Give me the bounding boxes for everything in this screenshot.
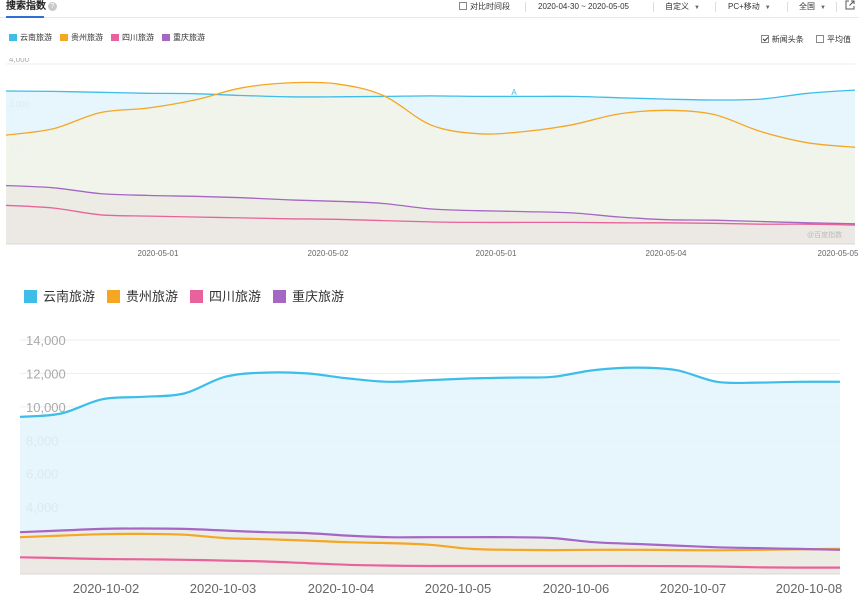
legend-item[interactable]: 重庆旅游 xyxy=(273,289,344,305)
checkbox-icon xyxy=(816,35,824,43)
chart1-svg: 4,0003,0002,0002020-05-012020-05-022020-… xyxy=(5,58,859,258)
average-checkbox[interactable]: 平均值 xyxy=(816,35,851,44)
x-tick-label: 2020-10-03 xyxy=(190,581,257,596)
device-dropdown[interactable]: PC+移动 ▼ xyxy=(728,2,771,13)
custom-range-dropdown[interactable]: 自定义 ▼ xyxy=(665,2,700,13)
region-label: 全国 xyxy=(799,2,815,11)
y-tick-label: 4,000 xyxy=(9,58,30,64)
x-tick-label: 2020-10-08 xyxy=(776,581,843,596)
date-range-picker[interactable]: 2020-04-30 ~ 2020-05-05 xyxy=(538,2,629,11)
legend-swatch xyxy=(111,34,119,41)
x-tick-label: 2020-10-07 xyxy=(660,581,727,596)
chart2-legend: 云南旅游 贵州旅游 四川旅游 重庆旅游 xyxy=(24,289,356,305)
average-label: 平均值 xyxy=(827,35,851,44)
series-line xyxy=(19,532,841,552)
legend-item[interactable]: 贵州旅游 xyxy=(107,289,178,305)
legend-swatch xyxy=(273,290,287,303)
legend-swatch xyxy=(107,290,121,303)
legend-label: 四川旅游 xyxy=(209,289,262,304)
series-line xyxy=(19,556,841,569)
region-dropdown[interactable]: 全国 ▼ xyxy=(799,2,826,13)
news-headlines-label: 新闻头条 xyxy=(771,35,804,44)
legend-swatch xyxy=(60,34,68,41)
y-tick-label: 12,000 xyxy=(26,366,66,381)
x-tick-label: 2020-10-02 xyxy=(73,581,140,596)
y-tick-label: 14,000 xyxy=(26,333,66,348)
x-tick-label: 2020-10-05 xyxy=(425,581,492,596)
external-link-icon[interactable] xyxy=(845,0,855,13)
divider xyxy=(653,2,654,12)
y-tick-label: 10,000 xyxy=(26,400,66,415)
series-line xyxy=(5,204,856,226)
compare-period-label: 对比时间段 xyxy=(470,2,510,11)
caret-down-icon: ▼ xyxy=(764,5,771,11)
legend-swatch xyxy=(162,34,170,41)
legend-label: 贵州旅游 xyxy=(71,33,103,42)
device-label: PC+移动 xyxy=(728,2,760,11)
x-tick-label: 2020-05-02 xyxy=(308,249,349,258)
series-area xyxy=(20,367,840,574)
legend-label: 重庆旅游 xyxy=(173,33,205,42)
x-tick-label: 2020-05-05 xyxy=(818,249,859,258)
x-tick-label: 2020-05-01 xyxy=(138,249,179,258)
legend-label: 贵州旅游 xyxy=(126,289,179,304)
legend-item[interactable]: 云南旅游 xyxy=(9,33,52,43)
custom-range-label: 自定义 xyxy=(665,2,689,11)
news-headlines-checkbox[interactable]: 新闻头条 xyxy=(760,35,804,44)
legend-item[interactable]: 四川旅游 xyxy=(111,33,154,43)
divider xyxy=(787,2,788,12)
chart2: 14,00012,00010,0008,0006,0004,0002,00020… xyxy=(0,320,859,600)
divider xyxy=(836,2,837,12)
series-line xyxy=(5,184,856,225)
chart1-options: 新闻头条 平均值 xyxy=(751,35,851,45)
x-tick-label: 2020-05-01 xyxy=(476,249,517,258)
checkbox-icon xyxy=(459,2,467,10)
legend-item[interactable]: 云南旅游 xyxy=(24,289,95,305)
chart1: 4,0003,0002,0002020-05-012020-05-022020-… xyxy=(0,58,859,262)
legend-item[interactable]: 贵州旅游 xyxy=(60,33,103,43)
legend-label: 云南旅游 xyxy=(20,33,52,42)
tab-search-index[interactable]: 搜索指数 xyxy=(6,1,46,12)
watermark: @百度指数 xyxy=(807,232,843,239)
compare-period-checkbox[interactable]: 对比时间段 xyxy=(459,2,510,12)
news-marker-label: A xyxy=(511,88,517,97)
legend-label: 重庆旅游 xyxy=(292,289,345,304)
divider xyxy=(715,2,716,12)
legend-item[interactable]: 重庆旅游 xyxy=(162,33,205,43)
series-line xyxy=(5,89,856,101)
x-tick-label: 2020-10-04 xyxy=(308,581,375,596)
caret-down-icon: ▼ xyxy=(694,5,700,11)
legend-label: 四川旅游 xyxy=(122,33,154,42)
toolbar: 搜索指数 ? 对比时间段 2020-04-30 ~ 2020-05-05 自定义… xyxy=(0,0,859,18)
question-circle-icon[interactable]: ? xyxy=(48,2,57,11)
legend-swatch xyxy=(9,34,17,41)
x-tick-label: 2020-10-06 xyxy=(543,581,610,596)
checkbox-checked-icon xyxy=(760,35,769,43)
caret-down-icon: ▼ xyxy=(820,5,826,11)
series-line xyxy=(5,81,856,148)
active-tab-indicator xyxy=(6,16,44,18)
series-line xyxy=(19,366,841,418)
x-tick-label: 2020-05-04 xyxy=(646,249,687,258)
series-line xyxy=(19,527,841,551)
legend-item[interactable]: 四川旅游 xyxy=(190,289,261,305)
legend-swatch xyxy=(24,290,37,303)
series-area xyxy=(6,205,855,244)
legend-label: 云南旅游 xyxy=(43,289,96,304)
legend-swatch xyxy=(190,290,204,303)
chart2-svg: 14,00012,00010,0008,0006,0004,0002,00020… xyxy=(19,333,843,596)
divider xyxy=(525,2,526,12)
chart1-legend: 云南旅游 贵州旅游 四川旅游 重庆旅游 xyxy=(9,33,213,43)
